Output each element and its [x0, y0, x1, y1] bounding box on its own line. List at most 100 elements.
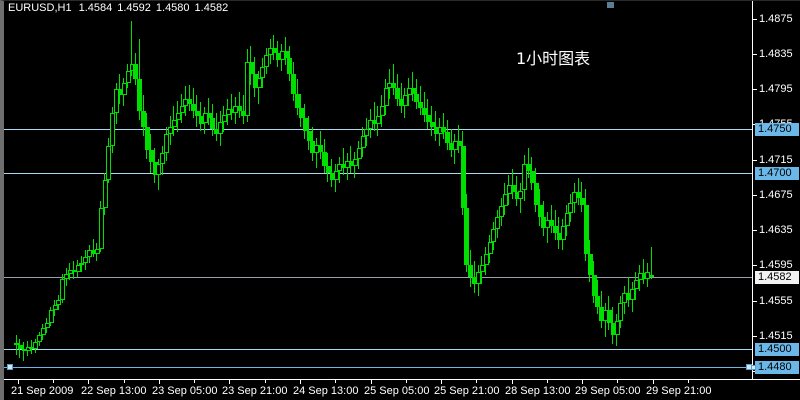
price-axis-label: 1.4875 [759, 13, 793, 25]
candle-wick [628, 276, 629, 307]
candle-body [203, 112, 208, 124]
candle-body [106, 146, 111, 180]
price-badge[interactable]: 1.4582 [755, 271, 799, 284]
candle-body [287, 58, 292, 75]
candle-body [33, 342, 38, 350]
time-axis-label: 24 Sep 13:00 [293, 385, 359, 397]
time-axis-label: 23 Sep 21:00 [222, 385, 288, 397]
candle-wick [431, 105, 432, 136]
candle-wick [158, 158, 159, 191]
candle-body [361, 135, 366, 149]
candle-body [634, 280, 639, 290]
candle-body [380, 105, 385, 117]
candle-body [210, 118, 215, 129]
candle-wick [239, 91, 240, 119]
candle-body [584, 204, 589, 254]
candle-body [364, 128, 369, 136]
candle-body [549, 220, 554, 226]
candle-wick [578, 178, 579, 205]
candle-wick [581, 181, 582, 212]
candle-body [187, 98, 192, 105]
candle-body [326, 165, 331, 173]
time-axis[interactable]: 21 Sep 2009 22 Sep 13:00 23 Sep 05:00 23 Se… [4, 379, 800, 400]
price-badge[interactable]: 1.4700 [755, 167, 799, 180]
candle-body [126, 70, 131, 83]
candle-body [565, 213, 570, 226]
candle-body [160, 153, 165, 165]
candle-body [391, 82, 396, 89]
candle-body [322, 151, 327, 166]
candle-body [64, 274, 69, 279]
candle-wick [512, 169, 513, 200]
candle-wick [196, 95, 197, 128]
candle-body [264, 54, 269, 68]
price-level-line[interactable] [4, 277, 756, 278]
candle-body [260, 67, 265, 78]
candle-body [457, 141, 462, 147]
level-line-handle[interactable] [7, 364, 13, 370]
price-axis[interactable]: 1.48751.48351.47951.47551.47151.46751.46… [751, 1, 800, 380]
candle-body [418, 102, 423, 108]
time-axis-tick [229, 380, 230, 384]
candle-wick [285, 37, 286, 66]
candle-body [491, 229, 496, 242]
candle-body [133, 63, 138, 80]
candle-body [99, 208, 104, 249]
price-level-line[interactable] [4, 173, 756, 174]
candle-wick [23, 342, 24, 361]
time-axis-tick [371, 380, 372, 384]
price-level-line[interactable] [4, 349, 756, 350]
price-axis-label: 1.4675 [759, 189, 793, 201]
candle-body [83, 256, 88, 263]
candle-wick [193, 88, 194, 119]
candle-body [615, 320, 620, 336]
candle-body [530, 171, 535, 184]
candle-body [156, 164, 161, 175]
candle-wick [516, 176, 517, 207]
quote-low: 1.4580 [155, 2, 190, 14]
candle-body [511, 185, 516, 193]
time-axis-minor-tick [406, 380, 407, 383]
candle-body [164, 134, 169, 154]
candle-body [580, 197, 585, 205]
candle-body [110, 112, 115, 147]
time-axis-tick [159, 380, 160, 384]
candle-body [122, 82, 127, 96]
candle-body [353, 158, 358, 166]
candle-body [468, 264, 473, 277]
time-axis-minor-tick [124, 380, 125, 383]
candle-wick [343, 148, 344, 175]
candle-wick [443, 112, 444, 140]
candle-body [249, 61, 254, 75]
price-level-line[interactable] [4, 367, 756, 368]
candle-body [411, 88, 416, 94]
price-badge[interactable]: 1.4480 [751, 361, 799, 374]
candle-body [18, 344, 23, 350]
candle-body [195, 111, 200, 117]
time-axis-label: 29 Sep 21:00 [646, 385, 712, 397]
candle-body [137, 79, 142, 112]
candle-wick [424, 91, 425, 122]
candle-body [303, 118, 308, 131]
time-axis-minor-tick [265, 380, 266, 383]
price-level-line[interactable] [4, 129, 756, 130]
candle-body [218, 121, 223, 135]
candle-wick [458, 125, 459, 154]
candle-body [649, 275, 654, 278]
candle-body [318, 144, 323, 152]
candle-body [553, 225, 558, 233]
candle-body [464, 208, 469, 265]
price-badge-handle[interactable] [751, 365, 756, 370]
candle-body [60, 278, 65, 300]
candle-body [630, 289, 635, 300]
price-badge[interactable]: 1.4750 [755, 123, 799, 136]
candle-body [334, 171, 339, 180]
candle-wick [208, 97, 209, 126]
chart-plot-area[interactable] [4, 1, 756, 380]
candle-body [291, 74, 296, 94]
price-badge[interactable]: 1.4500 [755, 343, 799, 356]
candle-wick [243, 95, 244, 124]
price-axis-tick [753, 19, 757, 20]
candle-body [103, 179, 108, 209]
candle-wick [551, 204, 552, 233]
